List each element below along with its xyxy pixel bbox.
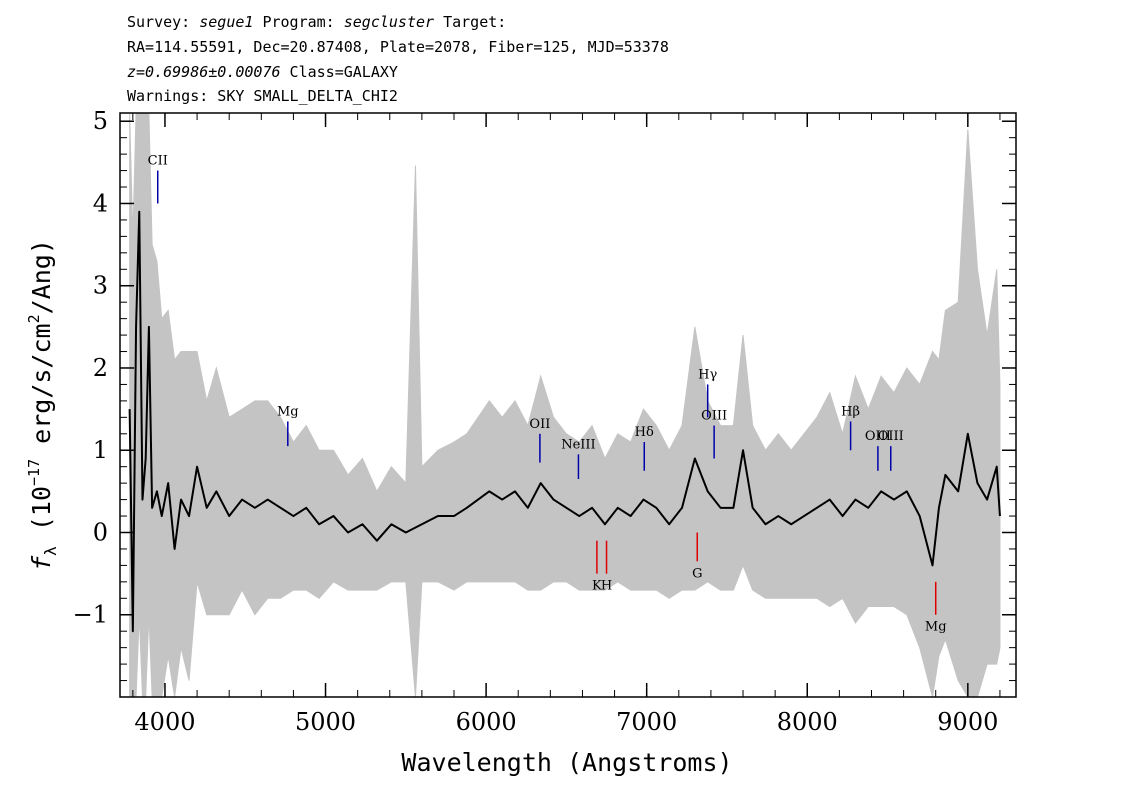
line-mark-label: Hβ (841, 404, 860, 419)
line-mark-label: Hδ (635, 425, 654, 440)
x-tick-label: 7000 (616, 708, 677, 736)
line-mark-label: H (601, 579, 612, 594)
line-mark-label: K (592, 579, 602, 594)
x-tick-label: 8000 (777, 708, 838, 736)
line-mark-label: G (692, 566, 702, 581)
header-line-3: z=0.69986±0.00076 Class=GALAXY (127, 63, 398, 81)
line-mark-label: OIII (878, 429, 904, 444)
y-tick-label: 5 (93, 107, 108, 135)
header-line-4: Warnings: SKY SMALL_DELTA_CHI2 (127, 87, 398, 105)
y-tick-label: 2 (93, 354, 108, 382)
line-mark-label: Hγ (698, 367, 717, 382)
line-mark-label: Mg (277, 404, 299, 419)
x-tick-label: 4000 (134, 708, 195, 736)
plot-frame (119, 112, 1017, 698)
x-tick-label: 5000 (295, 708, 356, 736)
line-mark-label: Mg (925, 620, 947, 635)
line-mark-label: OIII (701, 409, 727, 424)
y-tick-label: 0 (93, 518, 108, 546)
line-mark-label: CII (148, 154, 168, 169)
y-tick-label: 4 (93, 189, 108, 217)
flux-line (128, 210, 1001, 633)
y-axis-ticks: −1 0 1 2 3 4 5 (73, 107, 1016, 682)
line-mark-label: OII (529, 417, 550, 432)
line-mark-label: NeIII (561, 437, 595, 452)
y-axis-label: fλ (10−17 erg/s/cm2/Ang) (25, 239, 60, 571)
header: Survey: segue1 Program: segcluster Targe… (127, 13, 669, 105)
header-line-1: Survey: segue1 Program: segcluster Targe… (127, 13, 506, 31)
x-tick-label: 9000 (937, 708, 998, 736)
y-tick-label: −1 (73, 601, 108, 629)
line-mark-label: OIII (865, 429, 891, 444)
plot-area (128, 112, 1001, 698)
header-line-2: RA=114.55591, Dec=20.87408, Plate=2078, … (127, 38, 669, 56)
error-band (129, 112, 1001, 698)
x-axis-ticks: 4000 5000 6000 7000 8000 9000 (132, 113, 1001, 736)
y-tick-label: 1 (93, 436, 108, 464)
y-tick-label: 3 (93, 272, 108, 300)
x-tick-label: 6000 (456, 708, 517, 736)
x-axis-label: Wavelength (Angstroms) (401, 748, 732, 777)
